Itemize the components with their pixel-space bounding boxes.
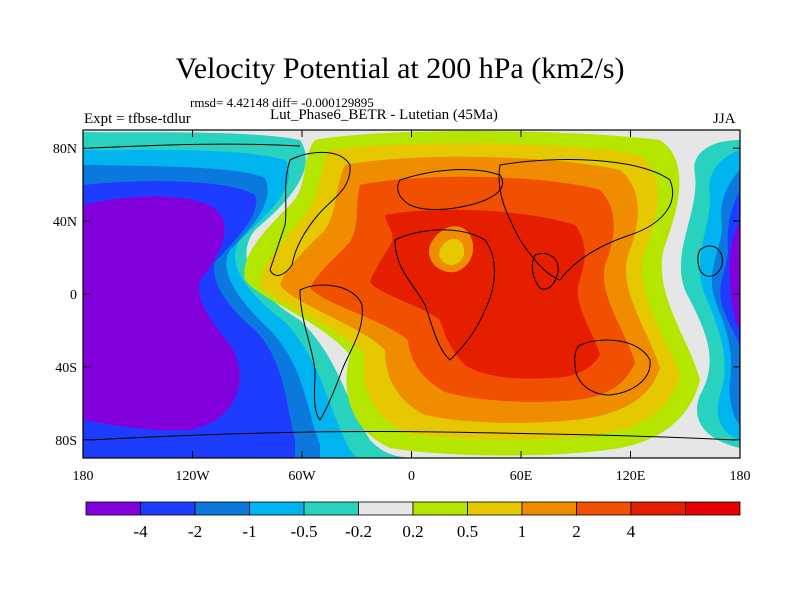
experiment-label: Expt = tfbse-tdlur xyxy=(84,111,191,127)
colorbar-swatch xyxy=(412,501,468,516)
lon-tick-label: 120W xyxy=(175,469,210,484)
lon-tick-label: 180 xyxy=(73,469,94,484)
lon-axis: 180 120W 60W 0 60E 120E 180 xyxy=(73,130,751,484)
colorbar-swatch xyxy=(303,501,359,516)
lat-tick-label: 80N xyxy=(53,142,77,157)
lat-tick-label: 0 xyxy=(70,288,77,303)
coast-india xyxy=(531,253,559,290)
colorbar-swatch xyxy=(521,501,577,516)
colorbar-label: 0.5 xyxy=(457,522,478,541)
lon-tick-label: 60E xyxy=(510,469,533,484)
lon-tick-label: 0 xyxy=(408,469,415,484)
coast-south-america xyxy=(299,284,363,421)
coast-north-america xyxy=(269,151,351,276)
stats-line: rmsd= 4.42148 diff= -0.000129895 xyxy=(190,95,374,110)
coast-africa xyxy=(394,229,495,361)
case-label: Lut_Phase6_BETR - Lutetian (45Ma) xyxy=(270,107,498,123)
colorbar-label: -1 xyxy=(242,522,256,541)
coast-asia xyxy=(498,159,674,281)
colorbar-label: 1 xyxy=(518,522,527,541)
pos-contour-core-inner xyxy=(439,238,465,265)
coastlines xyxy=(89,143,736,441)
colorbar-label: -0.5 xyxy=(291,522,318,541)
lat-tick-label: 40N xyxy=(53,215,77,230)
coast-australia xyxy=(574,339,651,396)
colorbar-swatch xyxy=(140,501,196,516)
colorbar: -4 -2 -1 -0.5 -0.2 0.2 0.5 1 2 4 xyxy=(85,501,741,541)
season-label: JJA xyxy=(713,111,736,127)
lon-tick-label: 60W xyxy=(288,469,316,484)
colorbar-label: -4 xyxy=(133,522,148,541)
contour-field xyxy=(83,130,740,458)
colorbar-label: -0.2 xyxy=(345,522,372,541)
pos-contour-5 xyxy=(370,209,600,379)
neg-contour-east-5 xyxy=(729,220,740,330)
coast-antarctica xyxy=(89,430,736,441)
colorbar-swatch xyxy=(576,501,632,516)
colorbar-swatch xyxy=(467,501,523,516)
colorbar-label: -2 xyxy=(188,522,202,541)
coast-arctic xyxy=(89,143,301,149)
colorbar-swatch xyxy=(358,501,414,516)
neg-contour-5 xyxy=(83,196,240,431)
coast-europe xyxy=(397,169,503,210)
plot-title: Velocity Potential at 200 hPa (km2/s) xyxy=(175,52,625,85)
lat-tick-label: 80S xyxy=(55,434,77,449)
lon-tick-label: 180 xyxy=(730,469,751,484)
colorbar-swatch xyxy=(249,501,305,516)
lon-tick-label: 120E xyxy=(616,469,646,484)
colorbar-label: 0.2 xyxy=(402,522,423,541)
colorbar-swatch xyxy=(194,501,250,516)
lat-axis: 80N 40N 0 40S 80S xyxy=(53,142,740,449)
colorbar-swatch xyxy=(630,501,686,516)
colorbar-label: 4 xyxy=(627,522,636,541)
colorbar-swatch xyxy=(685,501,741,516)
colorbar-label: 2 xyxy=(572,522,581,541)
colorbar-swatch xyxy=(85,501,141,516)
coast-east-islands xyxy=(697,245,723,277)
lat-tick-label: 40S xyxy=(55,361,77,376)
